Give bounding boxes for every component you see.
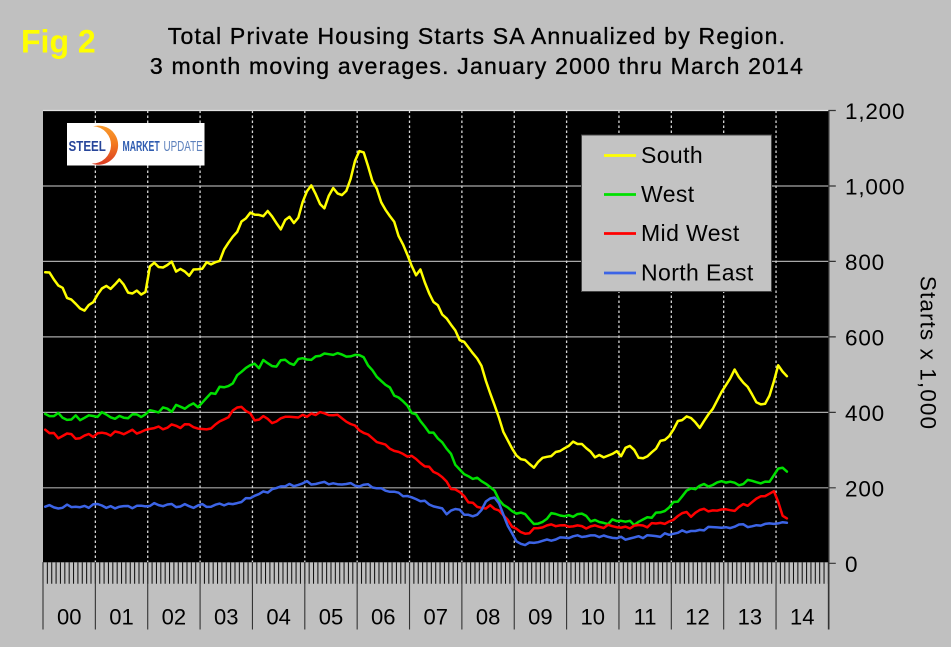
svg-text:00: 00 [57, 605, 81, 630]
svg-text:Mid West: Mid West [641, 220, 740, 246]
svg-text:600: 600 [845, 326, 885, 351]
svg-text:12: 12 [685, 605, 709, 630]
svg-text:400: 400 [845, 401, 885, 426]
svg-text:STEEL: STEEL [69, 138, 106, 155]
svg-text:08: 08 [476, 605, 500, 630]
svg-text:0: 0 [845, 552, 858, 577]
svg-text:11: 11 [634, 605, 657, 630]
svg-text:01: 01 [109, 605, 133, 630]
svg-text:Starts x 1,000: Starts x 1,000 [916, 276, 941, 430]
svg-text:Total Private Housing Starts S: Total Private Housing Starts SA Annualiz… [168, 23, 786, 49]
svg-text:Fig 2: Fig 2 [21, 24, 96, 60]
svg-text:06: 06 [371, 605, 395, 630]
svg-text:North East: North East [641, 260, 754, 286]
svg-text:1,000: 1,000 [845, 175, 905, 200]
svg-text:10: 10 [581, 605, 605, 630]
svg-text:MARKET: MARKET [123, 137, 161, 154]
svg-text:13: 13 [738, 605, 762, 630]
svg-text:West: West [641, 181, 695, 207]
svg-text:800: 800 [845, 250, 885, 275]
svg-text:04: 04 [266, 605, 290, 630]
svg-text:3 month moving averages. Janua: 3 month moving averages. January 2000 th… [150, 53, 804, 79]
svg-text:200: 200 [845, 477, 885, 502]
svg-text:09: 09 [528, 605, 552, 630]
svg-text:1,200: 1,200 [845, 99, 905, 124]
svg-text:UPDATE: UPDATE [164, 138, 203, 154]
svg-text:07: 07 [423, 605, 447, 630]
svg-text:South: South [641, 142, 703, 168]
svg-text:14: 14 [790, 605, 814, 630]
svg-text:03: 03 [214, 605, 238, 630]
svg-text:02: 02 [162, 605, 186, 630]
svg-text:05: 05 [319, 605, 343, 630]
